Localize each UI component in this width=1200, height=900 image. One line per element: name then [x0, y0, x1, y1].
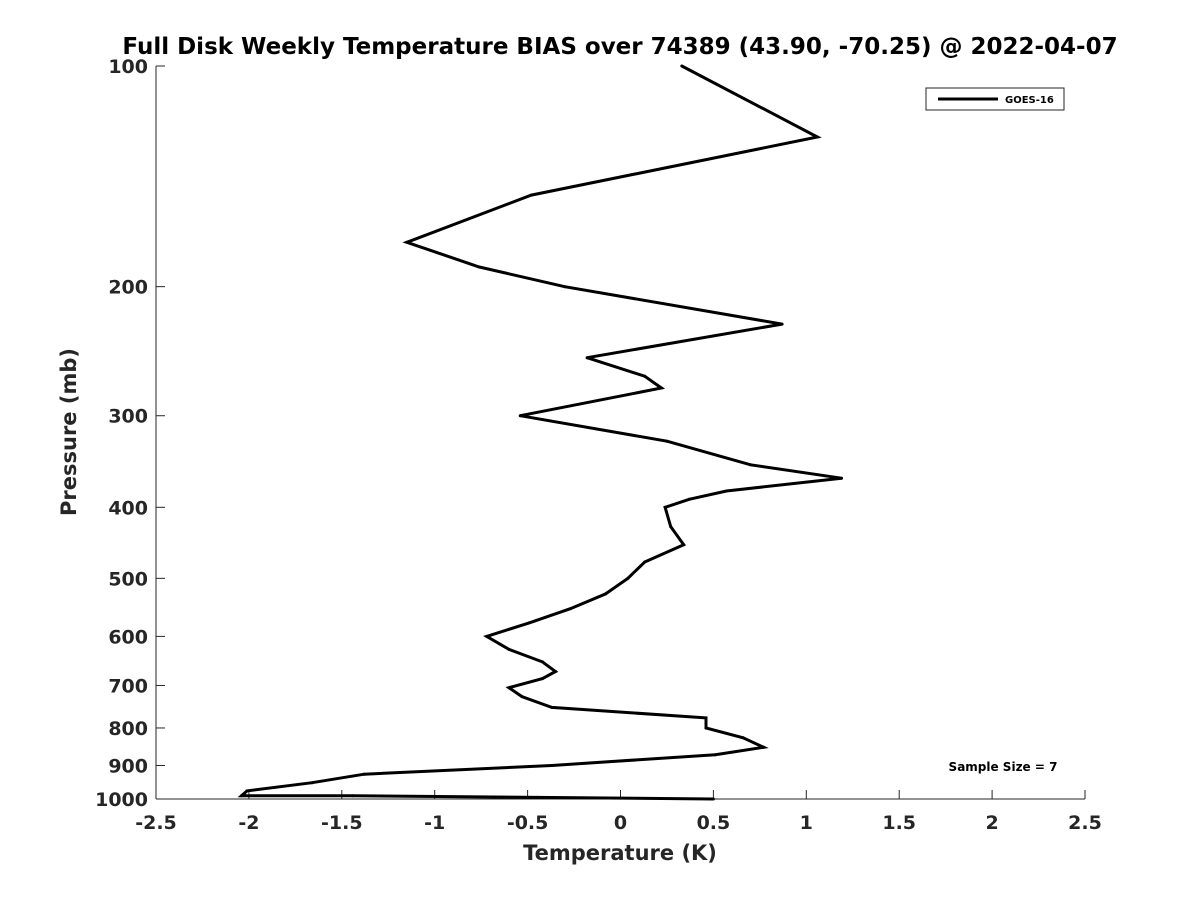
data-point-goes-16-34 [741, 736, 745, 740]
data-point-goes-16-33 [704, 726, 708, 730]
legend-label-goes-16: GOES-16 [1005, 95, 1054, 106]
data-point-goes-16-4 [477, 265, 481, 269]
data-point-goes-16-11 [665, 439, 669, 443]
data-point-goes-16-38 [362, 772, 366, 776]
chart-title: Full Disk Weekly Temperature BIAS over 7… [122, 34, 1117, 60]
y-tick-label-400: 400 [108, 497, 148, 519]
x-tick-label-0-5: 0.5 [697, 812, 731, 834]
y-axis-ticks: 100 200 300 400 500 600 700 800 900 1000 [95, 56, 165, 811]
data-point-goes-16-15 [687, 497, 691, 501]
y-tick-label-100: 100 [108, 56, 148, 78]
x-tick-label-1-5: 1.5 [882, 812, 916, 834]
data-point-goes-16-8 [643, 374, 647, 378]
data-point-goes-16-29 [507, 686, 511, 690]
y-tick-label-800: 800 [108, 718, 148, 740]
data-point-goes-16-24 [485, 634, 489, 638]
y-tick-label-700: 700 [108, 675, 148, 697]
x-axis-ticks: -2.5 -2 -1.5 -1 -0.5 0 0.5 1 1.5 2 2.5 [135, 790, 1102, 834]
y-tick-label-600: 600 [108, 626, 148, 648]
data-point-goes-16-25 [507, 647, 511, 651]
data-point-goes-16-9 [659, 386, 663, 390]
data-point-goes-16-1 [815, 135, 819, 139]
data-point-goes-16-31 [550, 705, 554, 709]
data-point-goes-16-21 [604, 592, 608, 596]
data-point-goes-16-22 [568, 607, 572, 611]
x-tick-label-0: 0 [614, 812, 627, 834]
x-tick-label-0-5: -0.5 [507, 812, 549, 834]
data-point-goes-16-28 [541, 677, 544, 681]
x-tick-label-2-5: 2.5 [1068, 812, 1102, 834]
data-point-goes-16-17 [669, 525, 673, 529]
data-point-goes-16-5 [563, 285, 567, 289]
x-tick-label-1: -1 [424, 812, 445, 834]
y-axis-label: Pressure (mb) [57, 348, 81, 516]
y-tick-label-300: 300 [108, 406, 148, 428]
x-tick-label-2: -2 [238, 812, 259, 834]
data-point-goes-16-7 [585, 356, 589, 360]
data-point-goes-16-6 [780, 322, 784, 326]
series-layer [237, 64, 844, 801]
data-point-goes-16-20 [626, 576, 630, 580]
data-point-goes-16-18 [682, 543, 686, 547]
data-point-goes-16-13 [840, 476, 844, 480]
data-point-goes-16-23 [528, 621, 531, 625]
data-point-goes-16-0 [680, 64, 684, 68]
y-tick-label-500: 500 [108, 568, 148, 590]
data-point-goes-16-40 [245, 789, 249, 793]
data-point-goes-16-2 [529, 193, 533, 197]
data-point-goes-16-27 [554, 670, 557, 673]
y-tick-label-1000: 1000 [95, 789, 148, 811]
data-point-goes-16-36 [713, 753, 717, 757]
data-point-goes-16-12 [749, 463, 753, 467]
data-point-goes-16-14 [724, 489, 728, 493]
y-tick-label-200: 200 [108, 277, 148, 299]
data-point-goes-16-26 [541, 660, 544, 664]
data-point-goes-16-39 [310, 781, 314, 785]
data-point-goes-16-19 [643, 560, 647, 564]
y-tick-label-900: 900 [108, 755, 148, 777]
data-point-goes-16-3 [405, 240, 409, 244]
data-point-goes-16-37 [550, 764, 554, 767]
data-point-goes-16-42 [351, 794, 355, 798]
data-point-goes-16-35 [762, 745, 766, 749]
x-tick-label-2: 2 [985, 812, 998, 834]
legend: GOES-16 [925, 87, 1065, 111]
x-tick-label-1: 1 [800, 812, 813, 834]
data-point-goes-16-16 [663, 505, 667, 509]
data-point-goes-16-32 [704, 716, 708, 720]
data-point-goes-16-43 [535, 795, 539, 799]
x-axis-label: Temperature (K) [523, 841, 717, 865]
data-point-goes-16-30 [520, 695, 524, 699]
x-tick-label-2-5: -2.5 [135, 812, 177, 834]
data-point-goes-16-10 [518, 414, 522, 418]
x-tick-label-1-5: -1.5 [321, 812, 363, 834]
data-point-goes-16-44 [711, 797, 715, 801]
data-point-goes-16-41 [240, 794, 243, 798]
sample-size-annotation: Sample Size = 7 [949, 760, 1058, 774]
